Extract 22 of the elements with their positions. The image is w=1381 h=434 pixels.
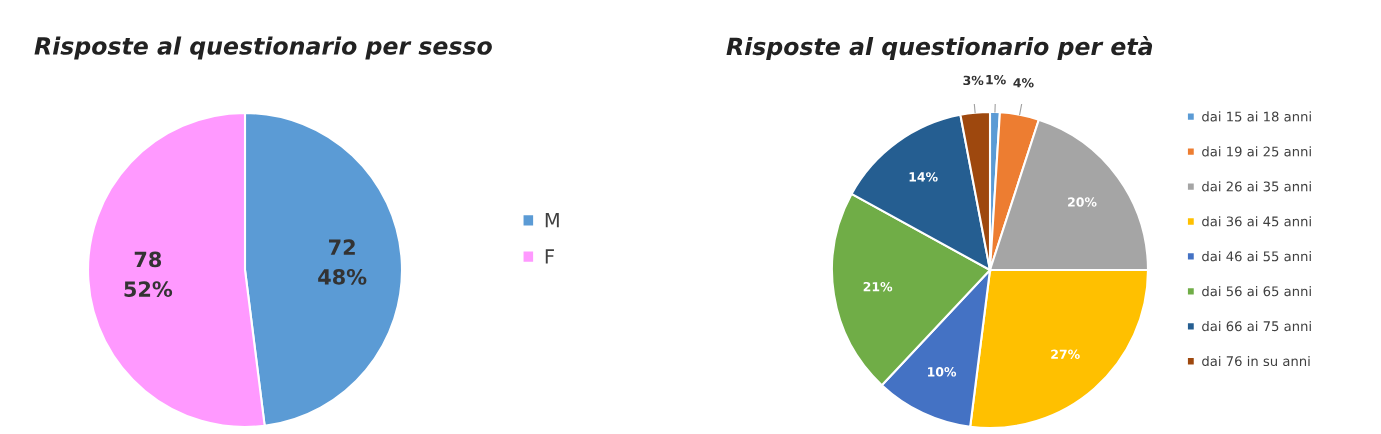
legend-label: dai 26 ai 35 anni — [1202, 181, 1311, 192]
legend-label: dai 46 ai 55 anni — [1202, 251, 1311, 262]
chart-title: Risposte al questionario per età — [726, 36, 1153, 60]
data-label: 14% — [909, 172, 938, 182]
data-label: 78 52% — [124, 251, 173, 297]
legend-label: dai 76 in su anni — [1202, 355, 1310, 367]
data-label: 3% — [963, 75, 984, 86]
data-label: 72 48% — [318, 239, 367, 285]
data-label: 1% — [986, 74, 1006, 85]
legend-label: M — [545, 213, 559, 228]
data-label: 20% — [1068, 197, 1097, 207]
legend-label: dai 36 ai 45 anni — [1202, 216, 1311, 227]
legend-label: dai 56 ai 65 anni — [1202, 286, 1311, 297]
data-label: 27% — [1051, 349, 1080, 359]
data-label: 21% — [863, 281, 893, 292]
legend-label: F — [545, 249, 554, 264]
legend-label: dai 15 ai 18 anni — [1202, 111, 1311, 122]
data-label: 4% — [1013, 78, 1034, 88]
data-label: 10% — [928, 367, 957, 377]
legend-label: dai 19 ai 25 anni — [1202, 146, 1311, 157]
chart-title: Risposte al questionario per sesso — [34, 36, 492, 60]
legend-label: dai 66 ai 75 anni — [1202, 320, 1311, 332]
